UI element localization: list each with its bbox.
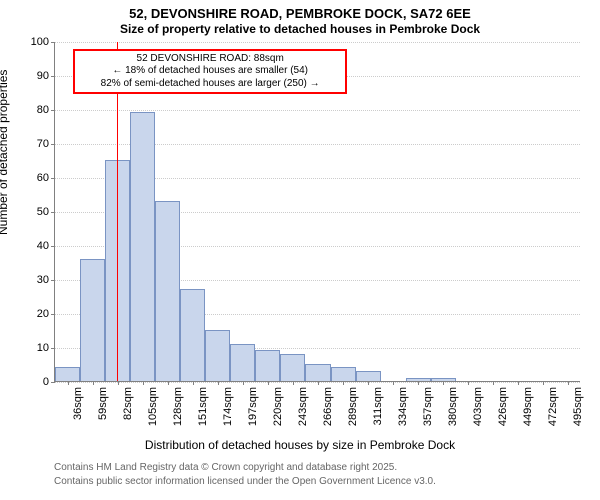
x-tick-label: 197sqm xyxy=(247,387,259,426)
x-tick-mark xyxy=(193,381,194,385)
x-tick-label: 266sqm xyxy=(322,387,334,426)
annotation-line-3: 82% of semi-detached houses are larger (… xyxy=(79,78,341,91)
gridline xyxy=(55,110,580,111)
plot-area: 010203040506070809010036sqm59sqm82sqm105… xyxy=(54,42,580,382)
x-tick-mark xyxy=(293,381,294,385)
x-tick-mark xyxy=(343,381,344,385)
y-tick-mark xyxy=(51,246,55,247)
x-tick-label: 380sqm xyxy=(447,387,459,426)
x-tick-mark xyxy=(518,381,519,385)
y-tick-label: 90 xyxy=(37,70,49,82)
histogram-bar xyxy=(305,364,330,381)
x-tick-label: 289sqm xyxy=(347,387,359,426)
x-tick-mark xyxy=(443,381,444,385)
histogram-bar xyxy=(280,354,305,381)
x-tick-label: 82sqm xyxy=(122,387,134,420)
x-tick-label: 495sqm xyxy=(572,387,584,426)
y-tick-mark xyxy=(51,110,55,111)
y-tick-mark xyxy=(51,178,55,179)
x-tick-mark xyxy=(243,381,244,385)
x-tick-label: 311sqm xyxy=(372,387,384,425)
x-tick-mark xyxy=(68,381,69,385)
y-tick-label: 100 xyxy=(31,36,49,48)
chart-title-sub: Size of property relative to detached ho… xyxy=(0,22,600,36)
y-tick-mark xyxy=(51,212,55,213)
x-tick-mark xyxy=(568,381,569,385)
x-tick-label: 174sqm xyxy=(222,387,234,426)
y-tick-mark xyxy=(51,314,55,315)
x-tick-mark xyxy=(393,381,394,385)
histogram-bar xyxy=(130,112,155,381)
x-tick-mark xyxy=(468,381,469,385)
x-tick-mark xyxy=(168,381,169,385)
histogram-bar xyxy=(356,371,381,381)
chart-container: 52, DEVONSHIRE ROAD, PEMBROKE DOCK, SA72… xyxy=(0,0,600,500)
footer-line-1: Contains HM Land Registry data © Crown c… xyxy=(54,462,397,473)
y-axis-label: Number of detached properties xyxy=(0,70,10,235)
x-tick-label: 220sqm xyxy=(272,387,284,426)
y-tick-mark xyxy=(51,42,55,43)
x-tick-label: 243sqm xyxy=(297,387,309,426)
x-tick-label: 59sqm xyxy=(97,387,109,420)
y-tick-label: 20 xyxy=(37,308,49,320)
y-tick-mark xyxy=(51,382,55,383)
y-tick-label: 70 xyxy=(37,138,49,150)
x-tick-label: 334sqm xyxy=(397,387,409,426)
annotation-line-1: 52 DEVONSHIRE ROAD: 88sqm xyxy=(79,53,341,66)
x-tick-mark xyxy=(318,381,319,385)
x-tick-mark xyxy=(218,381,219,385)
histogram-bar xyxy=(230,344,255,381)
footer-line-2: Contains public sector information licen… xyxy=(54,476,436,487)
histogram-bar xyxy=(180,289,205,381)
y-tick-label: 0 xyxy=(43,376,49,388)
x-tick-mark xyxy=(418,381,419,385)
x-tick-label: 151sqm xyxy=(197,387,209,426)
histogram-bar xyxy=(55,367,80,381)
x-tick-mark xyxy=(493,381,494,385)
x-tick-mark xyxy=(368,381,369,385)
x-tick-label: 357sqm xyxy=(422,387,434,426)
histogram-bar xyxy=(80,259,105,381)
x-tick-mark xyxy=(143,381,144,385)
x-tick-mark xyxy=(118,381,119,385)
y-tick-mark xyxy=(51,280,55,281)
x-tick-label: 449sqm xyxy=(522,387,534,426)
y-tick-label: 40 xyxy=(37,240,49,252)
x-tick-label: 426sqm xyxy=(497,387,509,426)
x-tick-label: 472sqm xyxy=(547,387,559,426)
y-tick-label: 10 xyxy=(37,342,49,354)
y-tick-label: 30 xyxy=(37,274,49,286)
histogram-bar xyxy=(205,330,230,381)
y-tick-mark xyxy=(51,348,55,349)
x-axis-label: Distribution of detached houses by size … xyxy=(0,438,600,452)
x-tick-mark xyxy=(543,381,544,385)
y-tick-label: 50 xyxy=(37,206,49,218)
y-tick-label: 80 xyxy=(37,104,49,116)
y-tick-label: 60 xyxy=(37,172,49,184)
x-tick-label: 403sqm xyxy=(472,387,484,426)
x-tick-mark xyxy=(268,381,269,385)
histogram-bar xyxy=(155,201,180,381)
annotation-line-2: ← 18% of detached houses are smaller (54… xyxy=(79,65,341,78)
x-tick-label: 128sqm xyxy=(172,387,184,426)
annotation-box: 52 DEVONSHIRE ROAD: 88sqm← 18% of detach… xyxy=(73,49,347,95)
x-tick-label: 105sqm xyxy=(147,387,159,426)
histogram-bar xyxy=(255,350,280,381)
y-tick-mark xyxy=(51,76,55,77)
x-tick-label: 36sqm xyxy=(72,387,84,420)
histogram-bar xyxy=(331,367,356,381)
gridline xyxy=(55,42,580,43)
x-tick-mark xyxy=(93,381,94,385)
chart-title-main: 52, DEVONSHIRE ROAD, PEMBROKE DOCK, SA72… xyxy=(0,6,600,21)
y-tick-mark xyxy=(51,144,55,145)
